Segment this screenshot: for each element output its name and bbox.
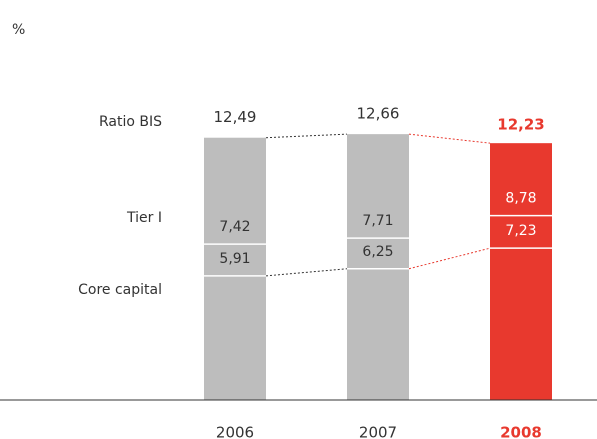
bar <box>347 134 409 400</box>
value-label: 6,25 <box>362 244 393 260</box>
value-label: 12,49 <box>214 108 257 126</box>
connector <box>408 247 491 270</box>
value-label: 12,23 <box>497 116 544 134</box>
bar <box>490 143 552 401</box>
value-label: 5,91 <box>219 251 250 267</box>
value-label: 7,71 <box>362 213 393 229</box>
connector <box>265 133 348 139</box>
x-tick-label: 2008 <box>500 424 542 439</box>
row-label: Core capital <box>78 282 162 298</box>
value-label: 7,23 <box>505 223 536 239</box>
connector <box>408 133 491 144</box>
row-label: Tier I <box>126 210 162 226</box>
value-label: 8,78 <box>505 191 536 207</box>
value-label: 7,42 <box>219 219 250 235</box>
unit-label: % <box>12 22 25 38</box>
x-tick-label: 2006 <box>216 424 254 439</box>
connector <box>265 268 348 277</box>
bar <box>204 137 266 400</box>
value-label: 12,66 <box>357 105 400 123</box>
row-label: Ratio BIS <box>99 114 162 130</box>
x-tick-label: 2007 <box>359 424 397 439</box>
